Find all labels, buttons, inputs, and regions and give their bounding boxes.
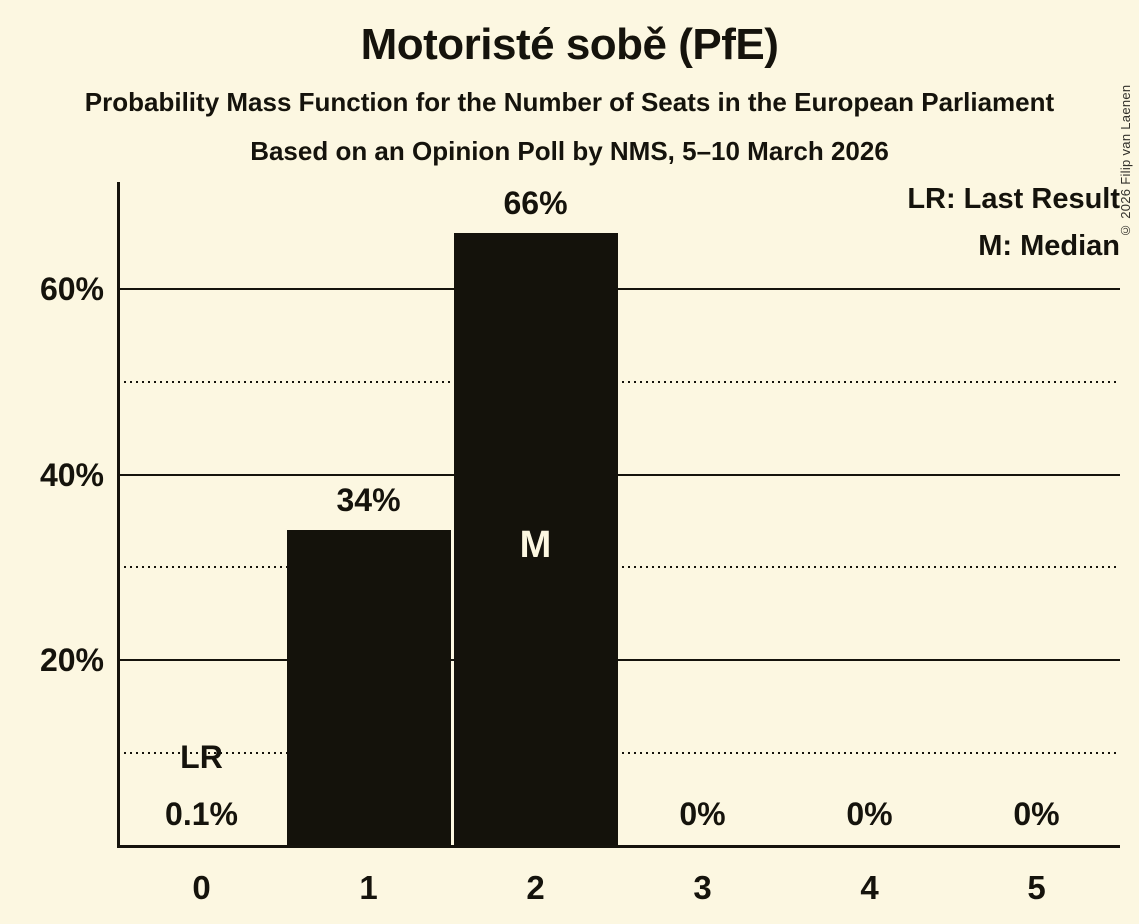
- gridline-dotted-30: [118, 566, 1120, 569]
- bar-seats-2: [453, 233, 618, 846]
- gridline-dotted-50: [118, 380, 1120, 383]
- median-annotation: M: [519, 523, 552, 566]
- x-tick-label-4: 4: [860, 869, 879, 906]
- bar-value-label-1: 34%: [336, 482, 401, 519]
- gridline-dotted-10: [118, 752, 1120, 755]
- x-tick-label-0: 0: [192, 869, 211, 906]
- gridline-solid-40: [118, 473, 1120, 476]
- y-tick-label-20: 20%: [39, 642, 104, 679]
- x-tick-label-5: 5: [1027, 869, 1046, 906]
- bar-value-label-0: 0.1%: [165, 796, 238, 832]
- last-result-annotation: LR: [180, 739, 223, 776]
- legend-last-result: LR: Last Result: [907, 183, 1120, 215]
- y-tick-label-60: 60%: [39, 270, 104, 307]
- chart-poll-info: Based on an Opinion Poll by NMS, 5–10 Ma…: [250, 136, 889, 166]
- gridline-solid-20: [118, 659, 1120, 662]
- chart-title: Motoristé sobě (PfE): [360, 20, 779, 69]
- chart-subtitle: Probability Mass Function for the Number…: [84, 87, 1055, 117]
- x-tick-label-1: 1: [359, 869, 378, 906]
- y-tick-label-40: 40%: [39, 456, 104, 493]
- bar-value-label-3: 0%: [679, 796, 726, 832]
- bar-value-label-2: 66%: [503, 185, 568, 222]
- x-tick-label-3: 3: [693, 869, 712, 906]
- gridline-solid-60: [118, 287, 1120, 290]
- x-axis: [117, 845, 1120, 848]
- bar-seats-1: [286, 530, 451, 846]
- bar-value-label-4: 0%: [846, 796, 893, 832]
- legend-median: M: Median: [978, 230, 1120, 262]
- y-axis: [117, 182, 120, 848]
- bar-value-label-5: 0%: [1013, 796, 1060, 832]
- chart-legend: LR: Last Result M: Median: [907, 176, 1120, 270]
- x-tick-label-2: 2: [526, 869, 545, 906]
